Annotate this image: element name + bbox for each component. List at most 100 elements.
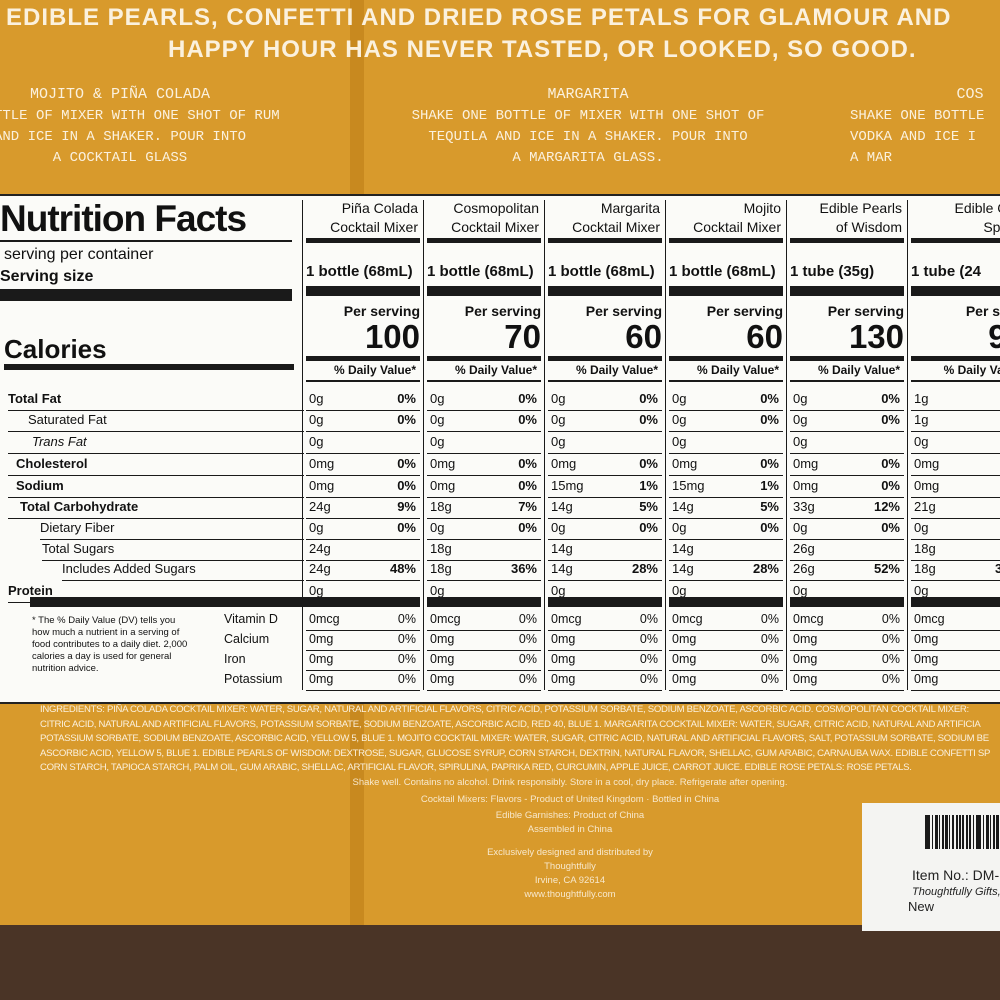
rule xyxy=(427,597,541,607)
calories: 70 xyxy=(504,318,541,355)
rule xyxy=(790,580,904,581)
serving-size: 1 tube (35g) xyxy=(790,263,875,280)
rule xyxy=(306,410,420,411)
barcode-bar xyxy=(979,815,981,849)
daily-value: 0% xyxy=(760,632,779,646)
daily-value: 0% xyxy=(760,612,779,626)
daily-value: 0% xyxy=(639,456,658,471)
barcode-bar xyxy=(955,815,959,849)
amount: 0mg xyxy=(551,672,576,686)
rule xyxy=(790,453,904,454)
amount: 0mg xyxy=(793,672,818,686)
amount: 0mg xyxy=(914,632,939,646)
rule xyxy=(427,518,541,519)
rule xyxy=(790,356,904,361)
per-serving: Per serving xyxy=(706,303,783,319)
barcode-bar xyxy=(935,815,938,849)
floor xyxy=(0,925,1000,1000)
barcode-bar xyxy=(928,815,930,849)
rule xyxy=(911,539,1000,540)
amount: 0g xyxy=(793,412,808,427)
product-name: Mojito xyxy=(743,200,781,216)
daily-value: 0% xyxy=(639,612,658,626)
rule xyxy=(306,630,420,631)
rule xyxy=(548,518,662,519)
daily-value: 0% xyxy=(760,520,779,535)
amount: 0g xyxy=(551,412,566,427)
rule xyxy=(790,690,904,691)
product-name: Piña Colada xyxy=(341,200,418,216)
rule xyxy=(911,356,1000,361)
rule xyxy=(427,286,541,296)
rule xyxy=(427,431,541,432)
barcode-bar xyxy=(948,815,951,849)
dv-header: % Daily Value* xyxy=(333,363,416,377)
note: www.thoughtfully.com xyxy=(524,889,616,900)
rule xyxy=(669,518,783,519)
rule xyxy=(427,453,541,454)
calories-label: Calories xyxy=(4,334,107,364)
daily-value: 0% xyxy=(518,520,537,535)
rule xyxy=(42,560,304,561)
rule xyxy=(427,475,541,476)
item-number: Item No.: DM- xyxy=(912,867,1000,883)
amount: 0mg xyxy=(309,672,334,686)
rule xyxy=(911,560,1000,561)
amount: 0g xyxy=(430,412,445,427)
note: Cocktail Mixers: Flavors - Product of Un… xyxy=(420,794,720,805)
company: Thoughtfully Gifts, C xyxy=(912,886,1000,898)
amount: 0mg xyxy=(309,652,334,666)
rule xyxy=(548,650,662,651)
note: Exclusively designed and distributed by xyxy=(487,847,653,858)
amount: 0g xyxy=(309,583,324,598)
daily-value: 0% xyxy=(881,632,900,646)
rule xyxy=(8,497,304,498)
product-name: Cocktail Mixer xyxy=(572,219,660,235)
serving-size: 1 bottle (68mL) xyxy=(548,263,655,280)
amount: 15mg xyxy=(551,478,584,493)
rule xyxy=(8,475,304,476)
amount: 0g xyxy=(793,434,808,449)
rule xyxy=(306,539,420,540)
rule xyxy=(790,650,904,651)
rule xyxy=(30,597,306,607)
amount: 1g xyxy=(914,391,929,406)
ingredients-line: POTASSIUM SORBATE, SODIUM BENZOATE, ASCO… xyxy=(40,733,989,744)
amount: 26g xyxy=(793,561,815,576)
rule xyxy=(427,670,541,671)
rule xyxy=(548,690,662,691)
daily-value: 0% xyxy=(397,632,416,646)
rule xyxy=(790,475,904,476)
rule xyxy=(306,518,420,519)
rule xyxy=(548,431,662,432)
dv-header: % Daily Value* xyxy=(817,363,900,377)
barcode-bar xyxy=(945,815,948,849)
daily-value: 0% xyxy=(397,612,416,626)
daily-value: 0% xyxy=(639,520,658,535)
rule xyxy=(306,238,420,243)
daily-value: 0% xyxy=(881,456,900,471)
rule xyxy=(911,380,1000,382)
daily-value: 12% xyxy=(873,499,900,514)
amount: 0g xyxy=(672,412,687,427)
headline: EDIBLE PEARLS, CONFETTI AND DRIED ROSE P… xyxy=(6,4,952,31)
rule xyxy=(669,580,783,581)
rule xyxy=(302,200,303,690)
rule xyxy=(548,380,662,382)
amount: 0g xyxy=(551,520,566,535)
rule xyxy=(669,453,783,454)
ingredients-line: CORN STARCH, TAPIOCA STARCH, PALM OIL, G… xyxy=(40,762,912,773)
recipe-title: COS xyxy=(956,86,984,103)
rule xyxy=(911,238,1000,243)
ingredients-line: ASCORBIC ACID, YELLOW 5, BLUE 1. EDIBLE … xyxy=(40,747,991,759)
nutrient-label: Dietary Fiber xyxy=(40,520,115,535)
rule xyxy=(911,286,1000,296)
barcode-bar xyxy=(952,815,954,849)
rule xyxy=(911,650,1000,651)
rule xyxy=(548,356,662,361)
amount: 0mg xyxy=(430,478,456,493)
product-name: Edible Pearls xyxy=(819,200,903,216)
rule xyxy=(306,380,420,382)
nutrient-label: Trans Fat xyxy=(32,434,87,449)
rule xyxy=(790,670,904,671)
